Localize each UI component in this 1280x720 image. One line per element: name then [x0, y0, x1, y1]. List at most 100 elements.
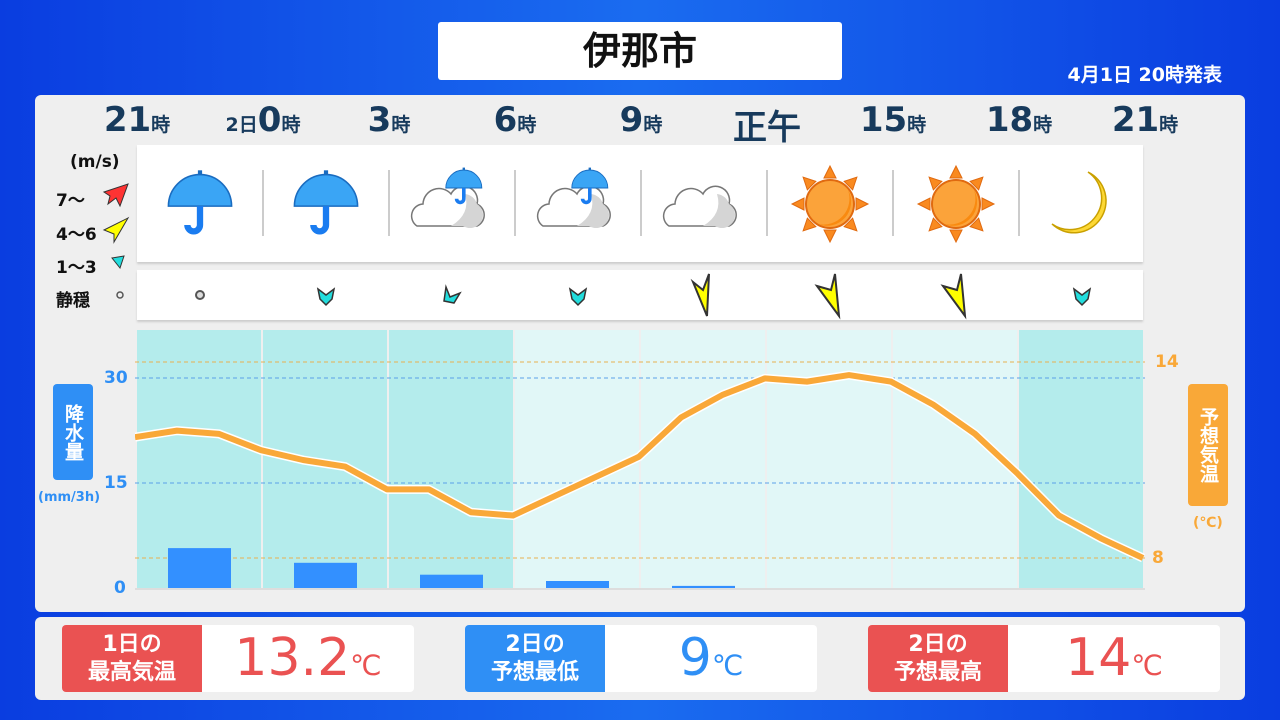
wind-moderate-nw-icon	[767, 270, 893, 320]
precip-bar	[546, 581, 609, 588]
temperature-value: 13.2	[234, 628, 351, 688]
light-wind-arrow-icon	[111, 255, 125, 270]
hour-label: 2日0時	[200, 100, 326, 140]
temp-label: 予想気温	[1188, 384, 1228, 506]
wind-light-s-icon	[1019, 270, 1145, 320]
hour-number: 0	[257, 100, 282, 140]
hour-unit: 時	[391, 114, 411, 136]
cloud-rain-icon	[515, 145, 641, 262]
card-value: 9℃	[605, 625, 817, 692]
wind-legend-calm: 静穏	[56, 291, 90, 311]
precip-bar	[420, 574, 483, 588]
hour-number: 21	[1111, 100, 1160, 140]
wind-unit: (m/s)	[70, 152, 120, 172]
summary-card: 2日の 予想最低 9℃	[465, 625, 817, 692]
divider	[766, 170, 768, 236]
precip-tick-0: 0	[114, 578, 126, 598]
hour-number: 15	[859, 100, 908, 140]
wind-light-sw-icon	[389, 270, 515, 320]
moderate-wind-arrow-icon	[102, 216, 130, 244]
period-background	[767, 330, 891, 588]
wind-legend-icons	[102, 183, 130, 299]
sun-icon	[893, 145, 1019, 262]
wind-moderate-n-icon	[641, 270, 767, 320]
precip-unit: (mm/3h)	[38, 490, 101, 505]
card-value: 13.2℃	[202, 625, 414, 692]
weather-icon-row	[137, 145, 1143, 262]
summary-card: 1日の 最高気温 13.2℃	[62, 625, 414, 692]
forecast-chart	[135, 330, 1145, 590]
hour-number: 6	[493, 100, 518, 140]
temp-unit: (℃)	[1193, 515, 1223, 531]
hour-label: 15時	[830, 100, 956, 140]
hour-unit: 時	[281, 114, 301, 136]
period-background	[641, 330, 765, 588]
precip-tick-15: 15	[104, 473, 128, 493]
precip-bar	[294, 562, 357, 588]
card-value: 14℃	[1008, 625, 1220, 692]
wind-light-s-icon	[263, 270, 389, 320]
divider	[1018, 170, 1020, 236]
cloud-rain-icon	[389, 145, 515, 262]
hour-label: 正午	[704, 100, 830, 149]
hour-unit: 時	[1033, 114, 1053, 136]
hour-number: 21	[103, 100, 152, 140]
card-label: 2日の 予想最高	[868, 625, 1008, 692]
period-background	[137, 330, 261, 588]
calm-icon	[116, 291, 124, 299]
hour-number: 正午	[733, 108, 801, 148]
precip-bar	[168, 548, 231, 588]
hour-unit: 時	[151, 114, 171, 136]
wind-legend-moderate: 4〜6	[56, 225, 97, 245]
wind-moderate-nw-icon	[893, 270, 1019, 320]
hour-label: 21時	[74, 100, 200, 140]
issued-time: 4月1日 20時発表	[1067, 64, 1223, 86]
precip-label: 降水量	[53, 384, 93, 480]
temperature-value: 14	[1065, 628, 1132, 688]
hour-unit: 時	[1159, 114, 1179, 136]
divider	[262, 170, 264, 236]
hour-number: 3	[367, 100, 392, 140]
precip-tick-30: 30	[104, 368, 128, 388]
cloud-icon	[641, 145, 767, 262]
hour-label: 6時	[452, 100, 578, 140]
hour-label: 18時	[956, 100, 1082, 140]
temp-tick-8: 8	[1152, 548, 1164, 568]
card-label: 2日の 予想最低	[465, 625, 605, 692]
hour-unit: 時	[517, 114, 537, 136]
umbrella-icon	[137, 145, 263, 262]
wind-light-s-icon	[515, 270, 641, 320]
divider	[514, 170, 516, 236]
hour-label: 9時	[578, 100, 704, 140]
divider	[892, 170, 894, 236]
wind-legend-light: 1〜3	[56, 258, 97, 278]
wind-calm-icon	[137, 270, 263, 320]
wind-row	[137, 270, 1143, 320]
period-background	[389, 330, 513, 588]
strong-wind-arrow-icon	[102, 183, 129, 208]
day-prefix: 2日	[225, 114, 258, 136]
moon-icon	[1019, 145, 1145, 262]
unit: ℃	[711, 649, 744, 682]
summary-card: 2日の 予想最高 14℃	[868, 625, 1220, 692]
sun-icon	[767, 145, 893, 262]
card-label: 1日の 最高気温	[62, 625, 202, 692]
divider	[388, 170, 390, 236]
hour-number: 18	[985, 100, 1034, 140]
temperature-value: 9	[678, 628, 712, 688]
hour-unit: 時	[643, 114, 663, 136]
unit: ℃	[1131, 649, 1163, 682]
hour-unit: 時	[907, 114, 927, 136]
temp-line	[135, 372, 1145, 561]
umbrella-icon	[263, 145, 389, 262]
divider	[640, 170, 642, 236]
hour-number: 9	[619, 100, 644, 140]
temp-tick-14: 14	[1155, 352, 1179, 372]
period-background	[515, 330, 639, 588]
hour-label: 3時	[326, 100, 452, 140]
unit: ℃	[350, 649, 382, 682]
precip-bar	[672, 585, 735, 588]
location-title: 伊那市	[438, 22, 842, 80]
hour-label: 21時	[1082, 100, 1208, 140]
wind-legend-strong: 7〜	[56, 191, 85, 211]
